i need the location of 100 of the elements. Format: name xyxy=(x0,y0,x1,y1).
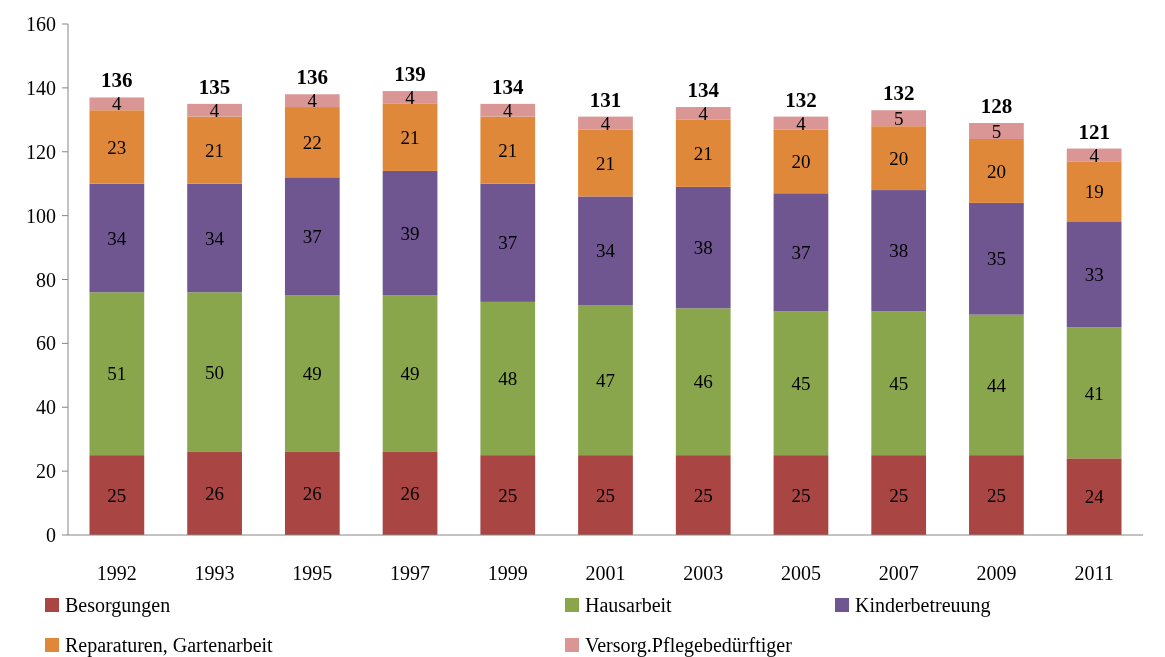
bar xyxy=(480,301,536,456)
data-label: 34 xyxy=(205,227,225,249)
bar xyxy=(382,295,438,452)
data-label: 38 xyxy=(889,240,909,262)
data-label: 19 xyxy=(1084,181,1104,203)
x-tick-label: 2003 xyxy=(683,562,724,584)
bar xyxy=(382,103,438,171)
data-label: 34 xyxy=(107,227,127,249)
bar xyxy=(480,455,536,535)
x-tick-label: 1999 xyxy=(487,562,528,584)
data-label: 4 xyxy=(503,99,514,121)
bar xyxy=(773,129,829,194)
data-label: 4 xyxy=(796,112,807,134)
bar xyxy=(382,91,438,104)
bar xyxy=(89,97,145,111)
data-label: 22 xyxy=(302,131,322,153)
data-label: 4 xyxy=(209,99,220,121)
data-label: 44 xyxy=(986,374,1007,396)
bar xyxy=(480,183,536,302)
bar xyxy=(871,126,927,191)
x-tick-label: 1992 xyxy=(96,562,137,584)
bar xyxy=(578,129,633,197)
total-label: 121 xyxy=(1078,119,1110,144)
bar xyxy=(675,455,731,535)
data-label: 46 xyxy=(693,371,713,393)
bar xyxy=(578,196,633,306)
bar xyxy=(187,103,242,117)
bar xyxy=(675,107,731,120)
bar xyxy=(969,455,1024,535)
total-label: 134 xyxy=(687,78,720,103)
bar xyxy=(89,455,145,535)
total-label: 139 xyxy=(394,62,426,87)
x-tick-label: 2001 xyxy=(585,562,626,584)
data-label: 23 xyxy=(107,136,127,158)
data-label: 25 xyxy=(107,484,127,506)
data-label: 25 xyxy=(986,484,1006,506)
data-label: 45 xyxy=(791,372,811,394)
bar xyxy=(675,308,731,456)
x-tick-label: 1995 xyxy=(292,562,333,584)
data-label: 45 xyxy=(889,372,909,394)
bar xyxy=(187,292,242,452)
bar xyxy=(284,451,340,535)
x-tick-label: 2007 xyxy=(878,562,919,584)
total-label: 134 xyxy=(492,74,525,99)
data-label: 20 xyxy=(986,160,1006,182)
bar xyxy=(480,116,536,184)
bar xyxy=(1066,327,1122,459)
data-label: 49 xyxy=(302,363,322,385)
bar xyxy=(89,292,145,456)
data-label: 26 xyxy=(205,483,225,505)
bar xyxy=(578,305,633,456)
y-tick-label: 160 xyxy=(26,13,56,35)
total-label: 128 xyxy=(980,94,1013,119)
bar xyxy=(969,138,1024,203)
data-label: 21 xyxy=(400,127,420,149)
data-label: 4 xyxy=(405,87,416,109)
data-label: 20 xyxy=(791,150,811,172)
data-label: 25 xyxy=(889,484,909,506)
bar xyxy=(284,177,340,296)
bar xyxy=(1066,161,1122,223)
bar xyxy=(382,451,438,535)
y-tick-label: 20 xyxy=(36,460,56,483)
y-tick-label: 80 xyxy=(36,268,56,291)
data-label: 26 xyxy=(302,483,322,505)
y-tick-label: 100 xyxy=(26,204,56,227)
data-label: 25 xyxy=(791,484,811,506)
data-label: 5 xyxy=(893,107,904,129)
bar xyxy=(871,455,927,535)
x-tick-label: 2009 xyxy=(976,562,1017,584)
data-label: 37 xyxy=(498,232,518,254)
data-label: 25 xyxy=(693,484,713,506)
bar xyxy=(773,455,829,535)
y-tick-label: 60 xyxy=(36,332,56,355)
bar xyxy=(284,107,340,178)
bar xyxy=(969,202,1024,315)
data-label: 37 xyxy=(302,226,322,248)
bar xyxy=(675,119,731,187)
data-label: 37 xyxy=(791,242,811,263)
data-label: 26 xyxy=(400,483,420,505)
data-label: 24 xyxy=(1084,486,1105,508)
bar xyxy=(578,455,633,535)
y-tick-label: 40 xyxy=(36,396,56,419)
y-tick-label: 0 xyxy=(46,524,56,546)
data-label: 25 xyxy=(596,484,615,506)
bar xyxy=(284,295,340,452)
bar xyxy=(871,311,927,456)
data-label: 51 xyxy=(107,363,127,385)
x-tick-label: 2005 xyxy=(780,562,821,584)
data-label: 34 xyxy=(596,240,616,262)
bar xyxy=(382,170,438,296)
data-label: 41 xyxy=(1084,382,1104,404)
x-tick-label: 1993 xyxy=(194,562,235,584)
x-tick-label: 2011 xyxy=(1074,562,1114,584)
data-label: 48 xyxy=(498,368,518,390)
bar xyxy=(969,314,1024,456)
total-label: 135 xyxy=(198,74,231,99)
legend-label: Versorg.Pflegebedürftiger xyxy=(585,634,793,657)
bar xyxy=(89,110,145,184)
x-tick-label: 1997 xyxy=(390,562,431,584)
total-label: 136 xyxy=(296,65,329,90)
